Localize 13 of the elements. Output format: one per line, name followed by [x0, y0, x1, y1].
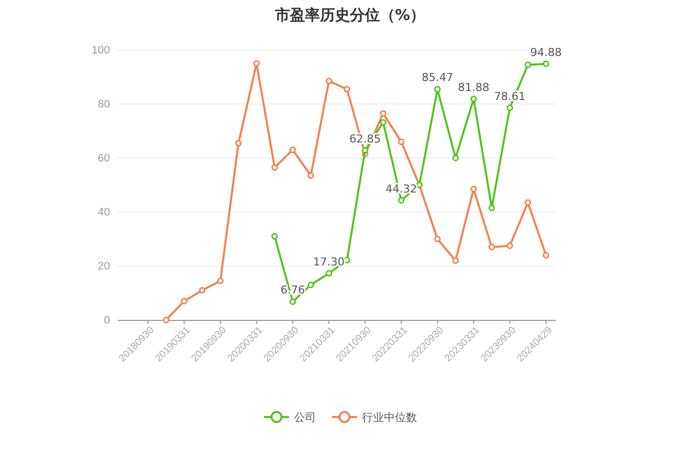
y-tick-label: 100	[92, 44, 110, 57]
data-label: 17.30	[313, 255, 345, 268]
y-tick-label: 80	[98, 98, 110, 111]
chart-title: 市盈率历史分位（%）	[274, 6, 426, 24]
y-tick-label: 60	[98, 152, 110, 165]
data-label: 94.88	[530, 46, 562, 59]
y-tick-label: 40	[98, 206, 110, 219]
data-label: 81.88	[458, 80, 490, 94]
legend-label: 公司	[294, 410, 316, 424]
legend-label: 行业中位数	[362, 410, 417, 424]
data-label: 85.47	[422, 71, 454, 84]
y-tick-label: 0	[104, 314, 110, 327]
y-tick-label: 20	[98, 260, 110, 273]
